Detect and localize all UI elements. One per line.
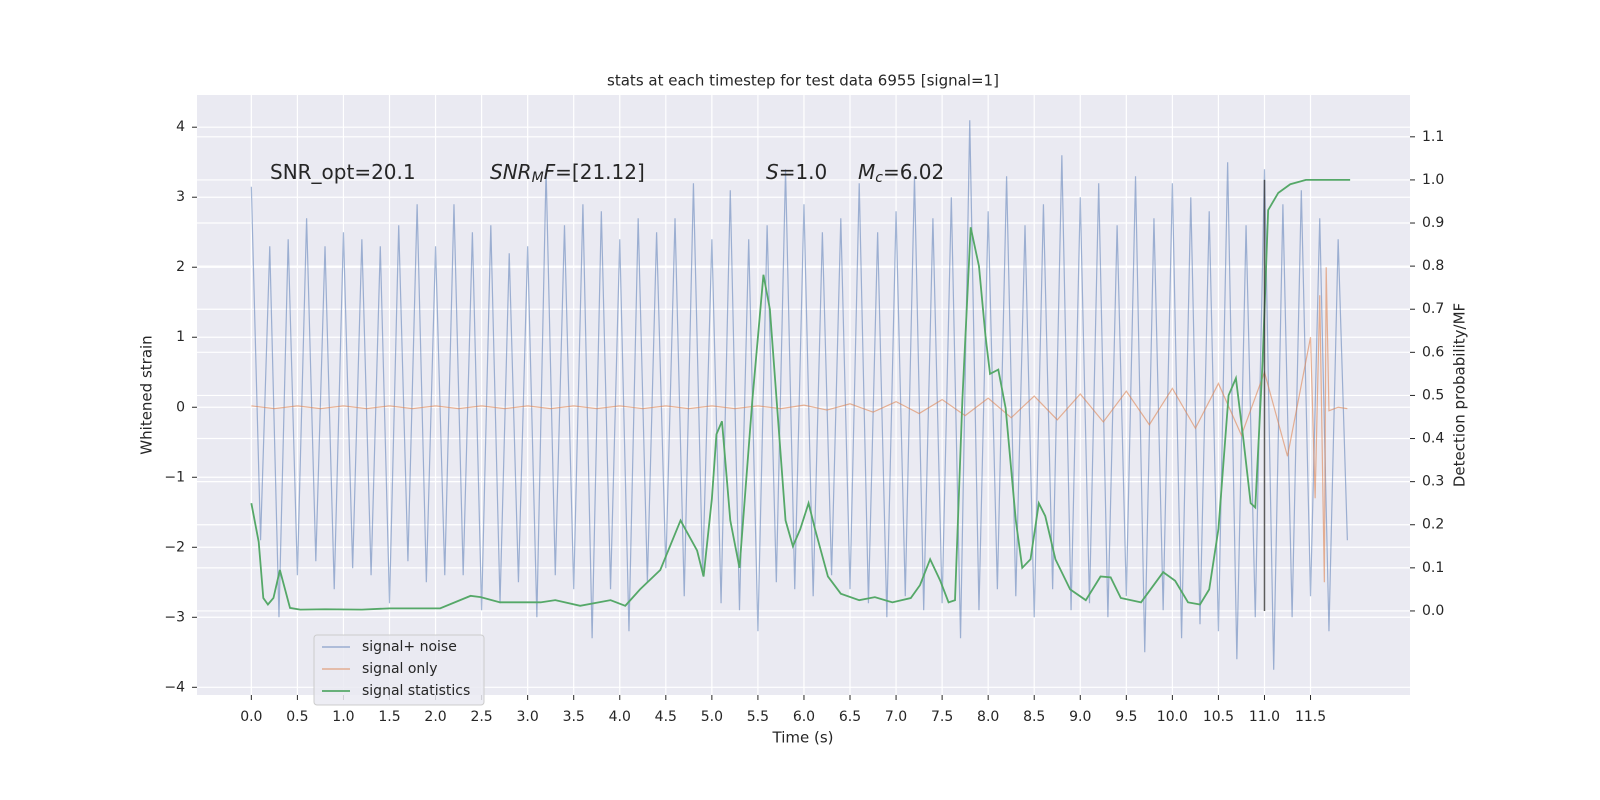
legend-label: signal statistics	[362, 683, 470, 699]
y-axis-label: Whitened strain	[138, 335, 156, 454]
series-line	[251, 267, 1348, 583]
annotation-part: SNR_opt=20.1	[270, 160, 416, 184]
y-tick-label: −4	[164, 679, 185, 695]
annotation: SNRMF=[21.12]	[490, 160, 645, 187]
x-tick-label: 10.5	[1203, 709, 1234, 725]
x-tick-label: 3.5	[563, 709, 585, 725]
x-tick-label: 0.0	[240, 709, 262, 725]
annotation-part: F	[544, 160, 556, 184]
annotation-part: c	[875, 170, 883, 186]
y2-tick-label: 0.6	[1422, 344, 1444, 360]
annotation: S=1.0	[766, 160, 827, 184]
x-tick-label: 2.0	[424, 709, 446, 725]
y2-tick-label: 0.7	[1422, 301, 1444, 317]
y-tick-label: 1	[176, 329, 185, 345]
x-tick-label: 8.5	[1023, 709, 1045, 725]
y-tick-label: 3	[176, 189, 185, 205]
x-tick-label: 8.0	[977, 709, 999, 725]
y2-tick-label: 1.1	[1422, 129, 1444, 145]
x-tick-label: 0.5	[286, 709, 308, 725]
annotation: Mc=6.02	[858, 160, 944, 187]
x-tick-label: 9.5	[1115, 709, 1137, 725]
x-tick-label: 6.0	[793, 709, 815, 725]
annotation: SNR_opt=20.1	[270, 160, 416, 184]
x-tick-label: 1.5	[378, 709, 400, 725]
x-tick-label: 1.0	[332, 709, 354, 725]
x-tick-label: 7.0	[885, 709, 907, 725]
y-tick-label: −3	[164, 609, 185, 625]
x-axis-label: Time (s)	[772, 729, 834, 747]
x-tick-label: 4.0	[609, 709, 631, 725]
y-tick-label: −2	[164, 539, 185, 555]
annotation-part: SNR	[490, 160, 532, 184]
annotation-part: M	[532, 170, 544, 186]
y2-axis-label: Detection probability/MF	[1451, 303, 1469, 487]
y2-tick-label: 0.5	[1422, 387, 1444, 403]
annotation-part: S	[766, 160, 779, 184]
y-tick-label: 4	[176, 119, 185, 135]
x-tick-label: 11.5	[1295, 709, 1326, 725]
x-tick-label: 10.0	[1157, 709, 1188, 725]
series-line	[250, 179, 1351, 611]
x-tick-label: 4.5	[655, 709, 677, 725]
x-tick-label: 6.5	[839, 709, 861, 725]
annotation-part: =[21.12]	[555, 160, 645, 184]
x-tick-label: 5.0	[701, 709, 723, 725]
chart-title: stats at each timestep for test data 695…	[607, 72, 999, 90]
x-tick-label: 3.0	[517, 709, 539, 725]
annotation-part: M	[858, 160, 875, 184]
x-tick-label: 7.5	[931, 709, 953, 725]
y2-tick-label: 0.1	[1422, 560, 1444, 576]
y2-tick-label: 0.4	[1422, 431, 1444, 447]
x-tick-label: 5.5	[747, 709, 769, 725]
y-tick-label: −1	[164, 469, 185, 485]
series-line	[250, 120, 1348, 670]
annotation-part: =1.0	[779, 160, 828, 184]
y2-tick-label: 0.3	[1422, 474, 1444, 490]
y2-tick-label: 0.8	[1422, 258, 1444, 274]
y2-tick-label: 0.9	[1422, 215, 1444, 231]
x-tick-label: 2.5	[470, 709, 492, 725]
legend-label: signal+ noise	[362, 639, 457, 655]
y-tick-label: 0	[176, 399, 185, 415]
legend-label: signal only	[362, 661, 437, 677]
annotation-part: =6.02	[883, 160, 944, 184]
y-tick-label: 2	[176, 259, 185, 275]
x-tick-label: 9.0	[1069, 709, 1091, 725]
y2-tick-label: 0.2	[1422, 517, 1444, 533]
x-tick-label: 11.0	[1249, 709, 1280, 725]
legend-box	[313, 634, 485, 706]
y2-tick-label: 0.0	[1422, 603, 1444, 619]
y2-tick-label: 1.0	[1422, 172, 1444, 188]
